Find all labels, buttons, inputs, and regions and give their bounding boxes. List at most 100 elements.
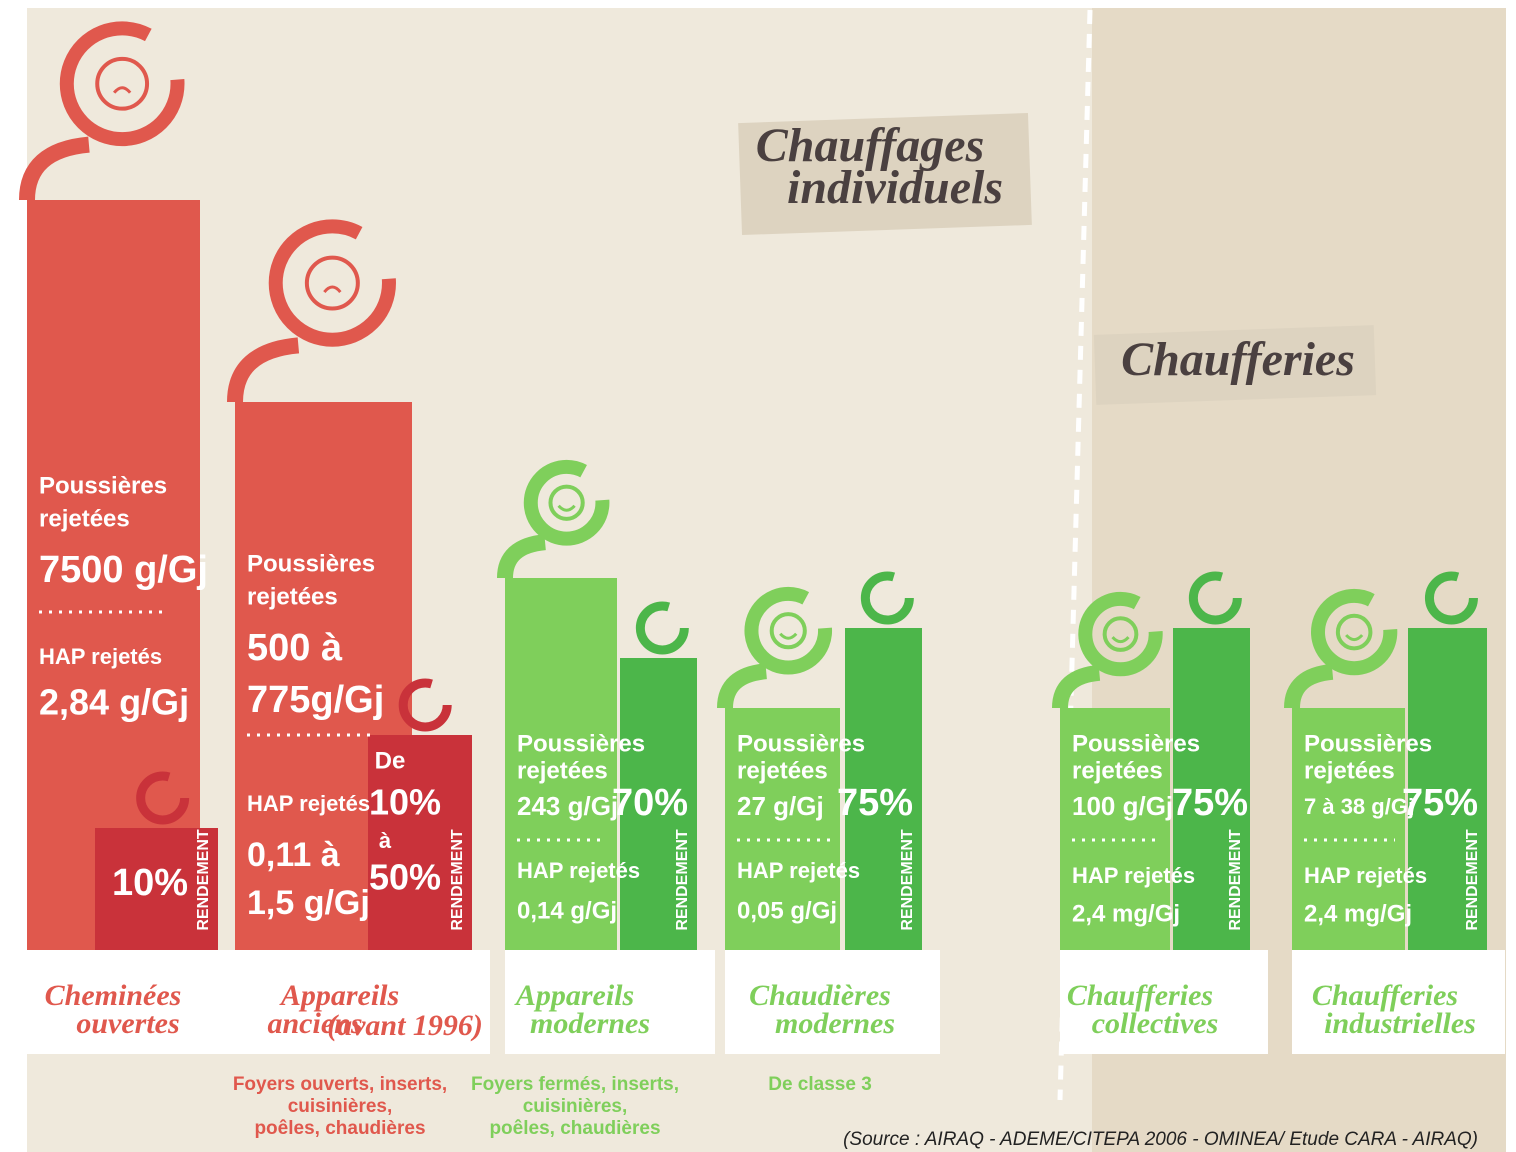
dust-label: rejetées <box>1072 757 1163 784</box>
yield-label: RENDEMENT <box>1227 829 1244 931</box>
yield-value: 75% <box>837 782 913 824</box>
small-head <box>860 571 914 625</box>
yield-value: 10% <box>369 782 441 823</box>
note: Foyers fermés, inserts, <box>471 1074 679 1095</box>
yield-label: RENDEMENT <box>1464 829 1481 931</box>
small-head <box>1424 571 1478 625</box>
dust-label: Poussières <box>737 730 865 757</box>
main-bar <box>1060 708 1170 950</box>
body-curve <box>1284 663 1334 709</box>
head <box>268 219 396 347</box>
section-title: Chaufferies <box>1121 333 1355 386</box>
hap-label: HAP rejetés <box>737 858 860 883</box>
face <box>304 255 360 311</box>
yield-value: 10% <box>112 862 188 904</box>
face <box>548 484 585 521</box>
body-curve <box>19 136 90 201</box>
name: Chaudières <box>749 979 891 1012</box>
yield-value: De <box>375 747 406 774</box>
yield-label: RENDEMENT <box>899 829 916 931</box>
hap-value: 1,5 g/Gj <box>247 884 370 922</box>
note: cuisinières, <box>523 1096 628 1117</box>
mouth <box>779 632 798 640</box>
hap-label: HAP rejetés <box>247 791 370 816</box>
dust-value: 775g/Gj <box>247 679 384 721</box>
name: ouvertes <box>76 1007 179 1040</box>
dust-label: rejetées <box>737 757 828 784</box>
name: Chaufferies <box>1312 979 1458 1012</box>
dust-label: rejetées <box>517 757 608 784</box>
hap-value: 0,14 g/Gj <box>517 897 617 924</box>
label-band <box>235 950 490 1054</box>
hap-label: HAP rejetés <box>39 644 162 669</box>
label-band <box>1292 950 1505 1054</box>
head <box>1078 591 1163 677</box>
name: Chaufferies <box>1067 979 1213 1012</box>
note: Foyers ouverts, inserts, <box>233 1074 447 1095</box>
name: modernes <box>530 1007 650 1040</box>
label-band <box>725 950 940 1054</box>
title-box <box>738 112 1032 236</box>
yield-value: 50% <box>369 857 441 898</box>
hap-value: 2,84 g/Gj <box>39 682 189 723</box>
section-title: individuels <box>787 161 1003 214</box>
face <box>1102 616 1139 652</box>
main-bar <box>1292 708 1405 950</box>
title-box <box>1093 325 1377 405</box>
name: Cheminées <box>45 979 182 1012</box>
face <box>769 612 807 650</box>
dust-label: Poussières <box>1304 730 1432 757</box>
small-head <box>136 771 190 825</box>
dust-value: 500 à <box>247 627 343 669</box>
name: Appareils <box>514 979 634 1012</box>
body-curve <box>227 337 300 403</box>
mouth <box>1111 636 1130 644</box>
yield-bar <box>845 628 922 950</box>
dust-label: Poussières <box>1072 730 1200 757</box>
yield-label: RENDEMENT <box>449 829 466 931</box>
small-head <box>635 601 689 655</box>
body-curve <box>497 534 547 579</box>
yield-bar <box>368 735 472 950</box>
dust-label: rejetées <box>1304 757 1395 784</box>
hap-value: 2,4 mg/Gj <box>1304 900 1412 927</box>
head <box>59 21 185 147</box>
label-band <box>1060 950 1268 1054</box>
label-band <box>505 950 715 1054</box>
dust-value: 243 g/Gj <box>517 791 618 821</box>
divider <box>1057 9 1093 1101</box>
yield-bar <box>620 658 697 950</box>
hap-label: HAP rejetés <box>517 858 640 883</box>
dust-label: Poussières <box>247 550 375 577</box>
note: cuisinières, <box>288 1096 393 1117</box>
head <box>744 586 833 675</box>
mouth <box>112 86 132 94</box>
source: (Source : AIRAQ - ADEME/CITEPA 2006 - OM… <box>843 1129 1478 1150</box>
mouth <box>1345 634 1364 642</box>
yield-bar <box>1173 628 1250 950</box>
hap-label: HAP rejetés <box>1304 863 1427 888</box>
body-curve <box>717 663 768 709</box>
head <box>523 459 610 546</box>
yield-value: 75% <box>1402 782 1478 824</box>
main-bar <box>505 578 617 950</box>
dust-value: 100 g/Gj <box>1072 791 1173 821</box>
name: anciens <box>267 1007 362 1040</box>
mouth <box>323 285 342 294</box>
name: modernes <box>775 1007 895 1040</box>
hap-label: HAP rejetés <box>1072 863 1195 888</box>
note: poêles, chaudières <box>254 1118 425 1139</box>
hap-value: 0,05 g/Gj <box>737 897 837 924</box>
note: De classe 3 <box>768 1074 872 1095</box>
head <box>1310 588 1398 676</box>
dust-label: Poussières <box>39 472 167 499</box>
dust-label: Poussières <box>517 730 645 757</box>
face <box>95 56 150 111</box>
dust-value: 27 g/Gj <box>737 791 824 821</box>
name: Appareils <box>279 979 399 1012</box>
dust-label: rejetées <box>39 505 130 532</box>
label-band <box>27 950 236 1054</box>
hap-value: 2,4 mg/Gj <box>1072 900 1180 927</box>
name: collectives <box>1092 1007 1219 1040</box>
